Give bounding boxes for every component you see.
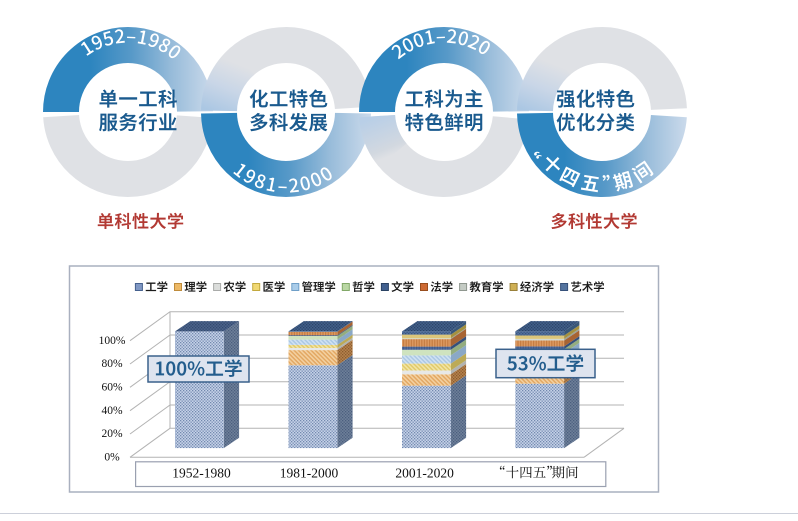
svg-text:1981-2000: 1981-2000 bbox=[280, 465, 339, 480]
svg-text:60%: 60% bbox=[101, 382, 123, 394]
svg-text:100%: 100% bbox=[99, 335, 126, 347]
svg-text:80%: 80% bbox=[101, 358, 123, 370]
svg-text:0%: 0% bbox=[104, 452, 120, 464]
svg-text:40%: 40% bbox=[101, 405, 123, 417]
svg-text:20%: 20% bbox=[101, 428, 123, 440]
svg-text:1952-1980: 1952-1980 bbox=[172, 465, 231, 480]
svg-text:2001-2020: 2001-2020 bbox=[395, 465, 454, 480]
